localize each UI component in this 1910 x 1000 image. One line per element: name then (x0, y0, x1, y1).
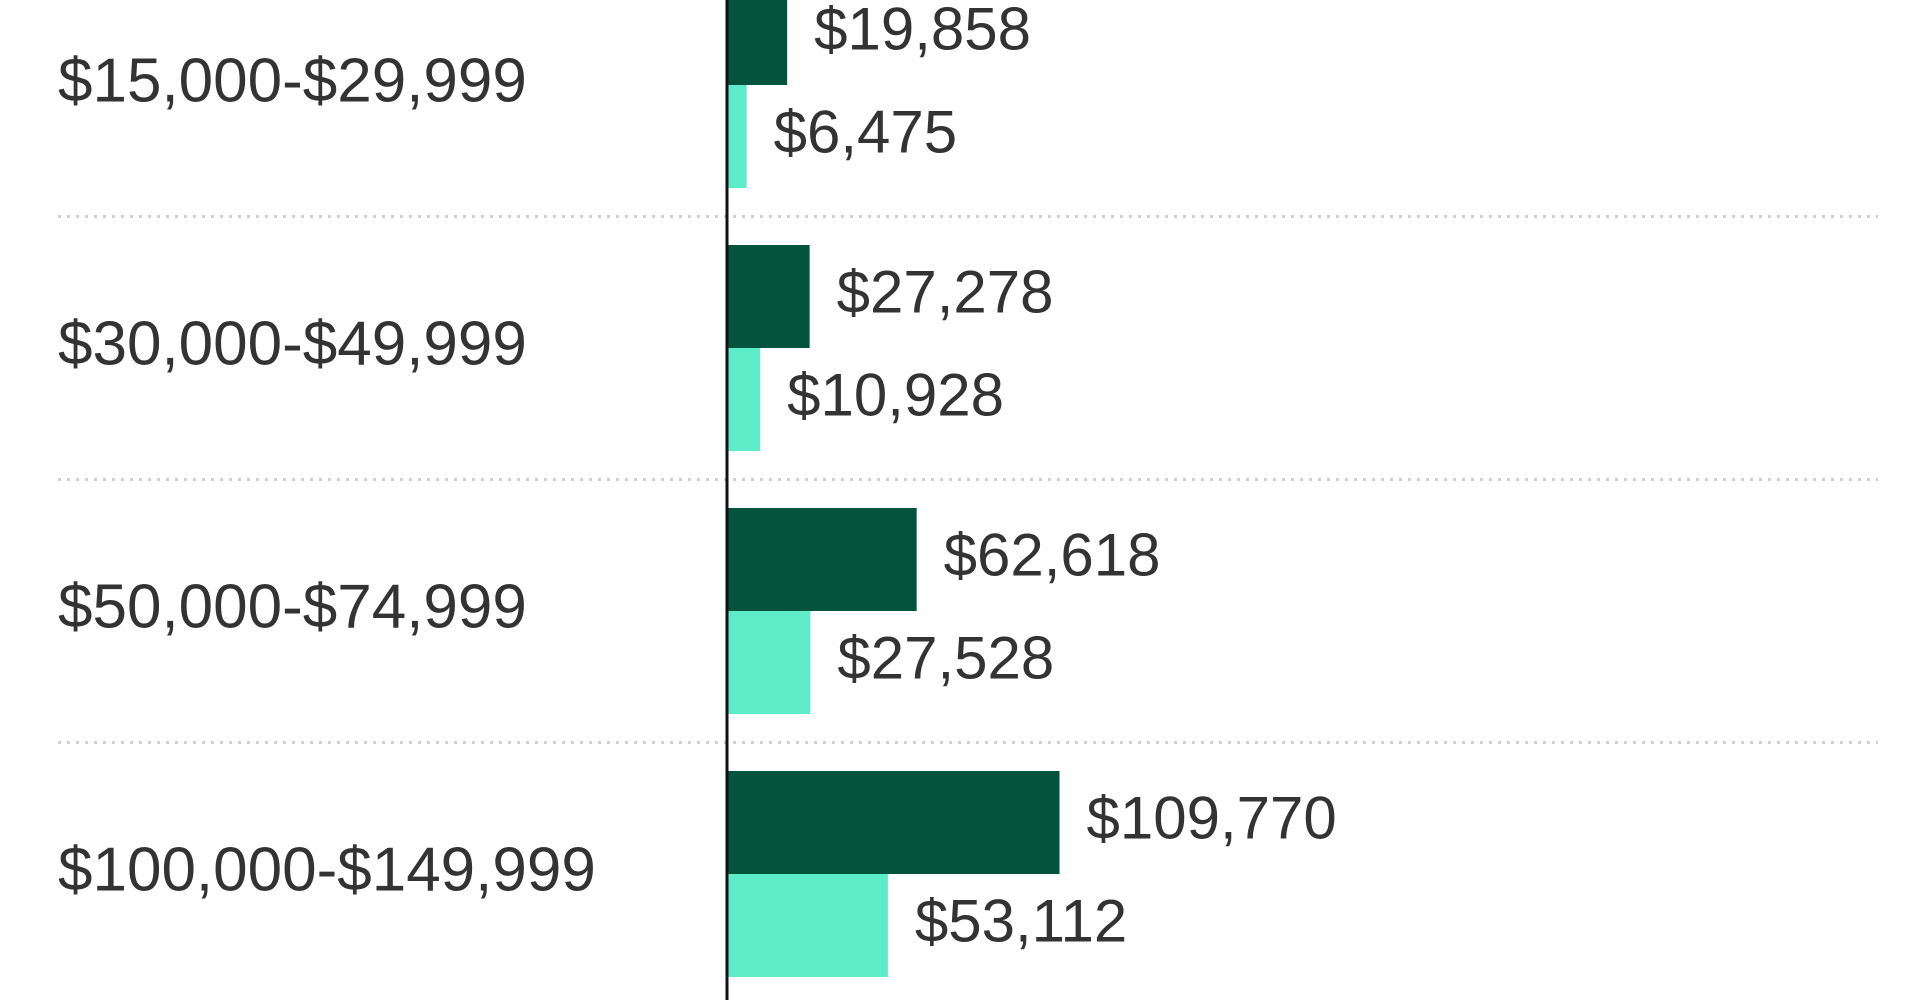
category-label: $100,000-$149,999 (58, 835, 596, 904)
bar (727, 85, 747, 188)
bar (727, 874, 888, 977)
bar (727, 245, 810, 348)
value-label: $6,475 (774, 98, 958, 165)
category-label: $30,000-$49,999 (58, 309, 527, 378)
bar (727, 0, 788, 85)
value-label: $27,528 (837, 624, 1054, 691)
bar (727, 771, 1060, 874)
value-label: $19,858 (814, 0, 1031, 62)
value-label: $109,770 (1086, 784, 1336, 851)
value-label: $27,278 (837, 258, 1054, 325)
value-label: $53,112 (915, 887, 1127, 954)
bar (727, 611, 811, 714)
value-label: $10,928 (787, 361, 1004, 428)
bar (727, 348, 761, 451)
value-label: $62,618 (944, 521, 1161, 588)
category-label: $50,000-$74,999 (58, 572, 527, 641)
bar (727, 508, 917, 611)
category-label: $15,000-$29,999 (58, 46, 527, 115)
